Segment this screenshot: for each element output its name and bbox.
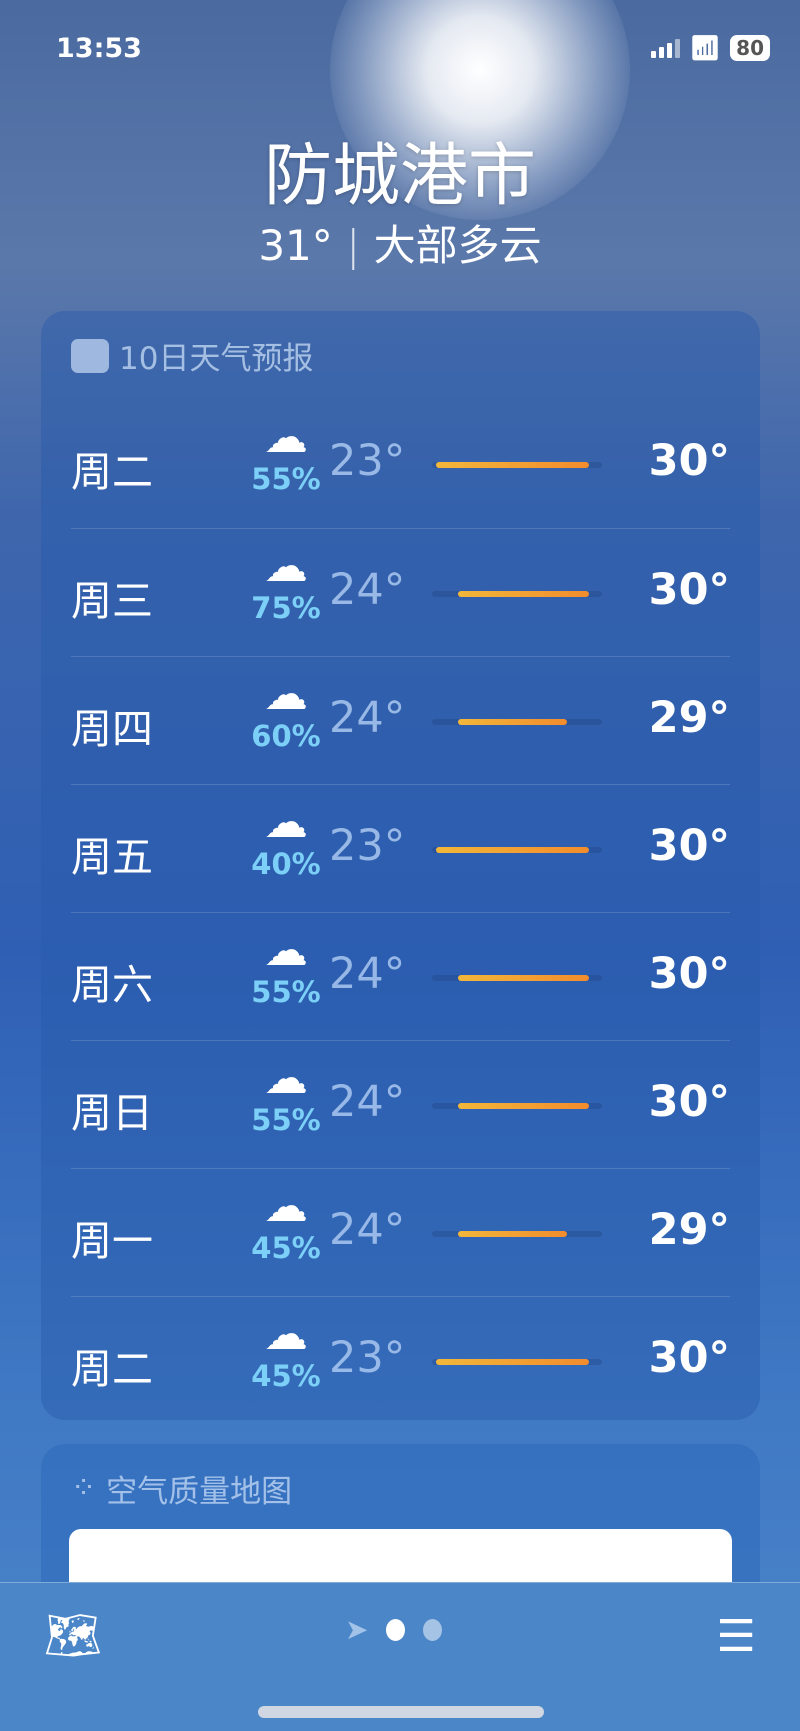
day-label: 周二 — [71, 448, 153, 496]
city-name: 防城港市 — [263, 137, 536, 216]
low-temp: 23° — [329, 436, 406, 486]
day-label: 周四 — [71, 705, 153, 753]
precip-chance: 75% — [251, 591, 321, 625]
forecast-row[interactable]: 周二 ☁ 55% 23° 30° — [71, 400, 730, 528]
list-icon[interactable]: ☰ — [716, 1611, 756, 1662]
cloud-rain-icon: ☁ — [264, 669, 308, 720]
high-temp: 30° — [648, 436, 730, 486]
temp-range-fill — [458, 975, 589, 981]
precip-chance: 55% — [251, 462, 321, 496]
signal-icon — [650, 38, 680, 58]
cloud-rain-icon: ☁ — [264, 925, 308, 976]
forecast-row[interactable]: 周六 ☁ 55% 24° 30° — [71, 912, 730, 1040]
low-temp: 24° — [329, 693, 406, 743]
temp-range-fill — [436, 462, 589, 468]
precip-chance: 55% — [251, 975, 321, 1009]
battery-icon: 80 — [730, 35, 770, 61]
calendar-icon — [71, 338, 109, 373]
low-temp: 24° — [329, 949, 406, 999]
temp-range-bar — [432, 1231, 602, 1237]
cloud-rain-icon: ☁ — [264, 541, 308, 592]
temp-range-fill — [436, 847, 589, 853]
day-label: 周五 — [71, 833, 153, 881]
temp-range-fill — [458, 1103, 589, 1109]
low-temp: 23° — [329, 1333, 406, 1383]
temp-range-bar — [432, 462, 602, 468]
low-temp: 23° — [329, 821, 406, 871]
day-label: 周日 — [71, 1089, 153, 1137]
forecast-row[interactable]: 周日 ☁ 55% 24° 30° — [71, 1040, 730, 1168]
cloud-rain-icon: ☁ — [264, 1309, 308, 1360]
temp-range-fill — [458, 1231, 568, 1237]
high-temp: 30° — [648, 1077, 730, 1127]
day-label: 周六 — [71, 961, 153, 1009]
low-temp: 24° — [329, 565, 406, 615]
cloud-rain-icon: ☁ — [264, 1053, 308, 1104]
page-dot[interactable] — [423, 1618, 443, 1641]
map-icon[interactable]: 🗺︎ — [44, 1608, 103, 1662]
day-label: 周二 — [71, 1345, 153, 1393]
day-label: 周一 — [71, 1217, 153, 1265]
cloud-rain-icon: ☁ — [264, 412, 308, 463]
page-indicator[interactable]: ➤ — [345, 1613, 443, 1646]
high-temp: 30° — [648, 1333, 730, 1383]
temp-range-fill — [458, 719, 568, 725]
forecast-row[interactable]: 周四 ☁ 60% 24° 29° — [71, 656, 730, 784]
temp-range-bar — [432, 847, 602, 853]
temp-range-bar — [432, 591, 602, 597]
high-temp: 29° — [648, 1205, 730, 1255]
temp-range-bar — [432, 1103, 602, 1109]
precip-chance: 45% — [251, 1231, 321, 1265]
day-label: 周三 — [71, 577, 153, 625]
low-temp: 24° — [329, 1077, 406, 1127]
precip-chance: 60% — [251, 719, 321, 753]
precip-chance: 45% — [251, 1359, 321, 1393]
high-temp: 30° — [648, 821, 730, 871]
high-temp: 30° — [648, 949, 730, 999]
cloud-rain-icon: ☁ — [264, 797, 308, 848]
air-quality-title: 空气质量地图 — [106, 1474, 293, 1510]
clock: 13:53 — [56, 32, 142, 64]
temp-range-bar — [432, 975, 602, 981]
current-temp: 31° — [258, 221, 333, 270]
forecast-row[interactable]: 周五 ☁ 40% 23° 30° — [71, 784, 730, 912]
condition: 大部多云 — [373, 221, 542, 270]
location-arrow-icon[interactable]: ➤ — [345, 1613, 369, 1646]
home-indicator[interactable] — [258, 1706, 544, 1718]
precip-chance: 55% — [251, 1103, 321, 1137]
forecast-row[interactable]: 周三 ☁ 75% 24° 30° — [71, 528, 730, 656]
air-quality-icon: ⁘ — [71, 1471, 97, 1506]
precip-chance: 40% — [251, 847, 321, 881]
cloud-rain-icon: ☁ — [264, 1181, 308, 1232]
forecast-title: 10日天气预报 — [119, 341, 314, 377]
high-temp: 29° — [648, 693, 730, 743]
temp-range-bar — [432, 1359, 602, 1365]
low-temp: 24° — [329, 1205, 406, 1255]
status-bar: 13:53 📶︎ 80 — [56, 30, 770, 66]
temp-range-fill — [458, 591, 589, 597]
high-temp: 30° — [648, 565, 730, 615]
ten-day-forecast-card[interactable]: 10日天气预报 周二 ☁ 55% 23° 30° 周三 ☁ 75% 24° 30° 周四… — [41, 311, 760, 1420]
forecast-row[interactable]: 周二 ☁ 45% 23° 30° — [71, 1296, 730, 1424]
forecast-row[interactable]: 周一 ☁ 45% 24° 29° — [71, 1168, 730, 1296]
page-dot-active[interactable] — [386, 1618, 406, 1641]
wifi-icon: 📶︎ — [689, 34, 721, 62]
current-summary: 31° | 大部多云 — [258, 221, 542, 270]
temp-range-fill — [436, 1359, 589, 1365]
temp-range-bar — [432, 719, 602, 725]
